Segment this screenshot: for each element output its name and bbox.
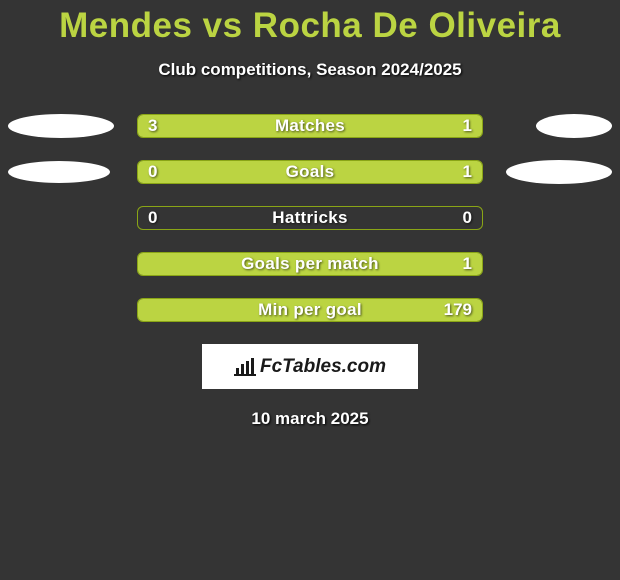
bar-container: Goals per match 1 [137,252,483,276]
bar-label: Matches [138,115,482,137]
bar-label: Hattricks [138,207,482,229]
bar-chart-icon [234,358,256,376]
chart-row: Goals per match 1 [0,252,620,276]
player-right-ellipse [536,114,612,138]
bar-container: 0 Goals 1 [137,160,483,184]
footer-date: 10 march 2025 [0,409,620,429]
bar-container: 3 Matches 1 [137,114,483,138]
logo-text: FcTables.com [260,356,386,378]
chart-row: 0 Hattricks 0 [0,206,620,230]
chart-row: 3 Matches 1 [0,114,620,138]
comparison-chart: 3 Matches 1 0 Goals 1 0 Hattricks 0 [0,114,620,322]
logo: FcTables.com [234,356,386,378]
value-right: 179 [444,299,472,321]
logo-box: FcTables.com [202,344,418,389]
value-right: 1 [463,253,472,275]
chart-row: Min per goal 179 [0,298,620,322]
chart-row: 0 Goals 1 [0,160,620,184]
bar-label: Goals per match [138,253,482,275]
bar-label: Goals [138,161,482,183]
value-right: 1 [463,115,472,137]
player-left-ellipse [8,114,114,138]
page-subtitle: Club competitions, Season 2024/2025 [0,60,620,80]
bar-container: Min per goal 179 [137,298,483,322]
value-right: 1 [463,161,472,183]
bar-container: 0 Hattricks 0 [137,206,483,230]
page-title: Mendes vs Rocha De Oliveira [0,0,620,46]
player-right-ellipse [506,160,612,184]
player-left-ellipse [8,161,110,183]
bar-label: Min per goal [138,299,482,321]
value-right: 0 [463,207,472,229]
